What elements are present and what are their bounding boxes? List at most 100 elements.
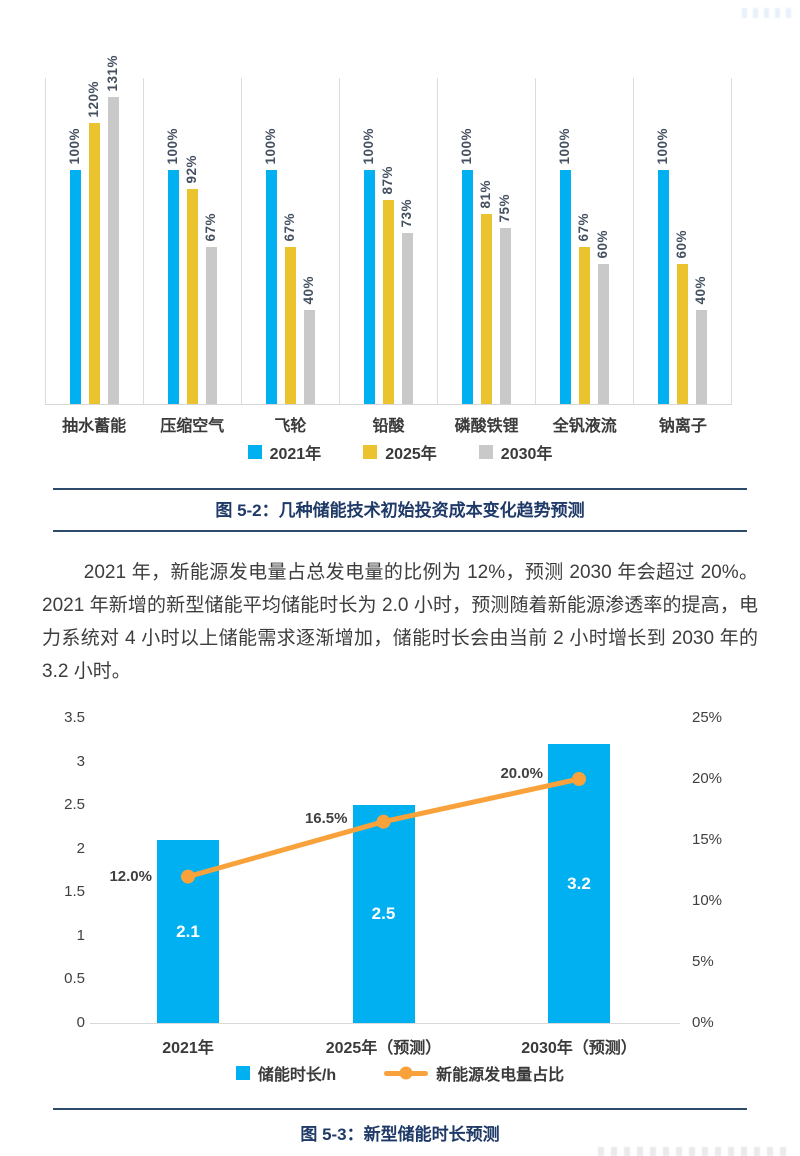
bar: 131% [105, 55, 120, 404]
bar: 75% [497, 194, 512, 404]
category-label: 压缩空气 [160, 418, 225, 435]
bar-value-label: 67% [281, 213, 297, 242]
bar-value-label: 100% [164, 128, 180, 165]
left-axis-tick: 1.5 [64, 883, 85, 901]
bar-value-label: 2.1 [176, 921, 200, 941]
body-paragraph: 2021 年，新能源发电量占总发电量的比例为 12%，预测 2030 年会超过 … [42, 562, 758, 682]
figure-5-2-legend: 2021年 2025年 2030年 [0, 440, 800, 464]
watermark-clipped-illegible [598, 1147, 788, 1156]
left-axis-tick: 2.5 [64, 796, 85, 814]
bar-value-label: 60% [673, 230, 689, 259]
figure-5-2-bar-chart: 100% 120% 131% 100% 92% 67% 100% 67% 40% 100% 87% 7… [45, 55, 732, 405]
legend-label: 2030年 [500, 446, 553, 463]
legend-item: 2025年 [363, 440, 437, 464]
bar: 60% [595, 230, 610, 404]
left-axis-tick: 3.5 [64, 709, 85, 726]
category-label: 钠离子 [658, 418, 707, 435]
line-series [181, 772, 586, 884]
bar: 100% [655, 128, 670, 404]
bar-value-label: 40% [692, 276, 708, 305]
legend-swatch-icon [363, 445, 378, 459]
bar: 73% [399, 199, 414, 404]
bar-value-label: 3.2 [567, 873, 591, 893]
legend-swatch-icon [247, 445, 262, 459]
right-axis-tick: 5% [692, 953, 714, 970]
category-label: 磷酸铁锂 [454, 418, 519, 435]
bar: 120% [86, 81, 101, 404]
legend-label: 储能时长/h [257, 1067, 337, 1084]
bar: 81% [478, 180, 493, 404]
category-group: 100% 60% 40% [633, 78, 732, 404]
bar: 60% [674, 230, 689, 404]
bar: 92% [184, 155, 199, 404]
data-point-marker [376, 814, 391, 829]
bar: 3.2 [548, 744, 610, 1023]
bar-value-label: 131% [104, 55, 120, 92]
legend-line-marker-icon [384, 1066, 429, 1080]
legend-swatch-icon [478, 445, 493, 459]
category-group: 100% 87% 73% [339, 78, 437, 404]
bar: 100% [459, 128, 474, 404]
faint-corner-artifact [742, 8, 794, 18]
bar: 67% [282, 213, 297, 404]
legend-swatch-icon [235, 1066, 250, 1080]
bar: 100% [557, 128, 572, 404]
category-label: 2025年（预测） [325, 1040, 442, 1057]
left-axis-tick: 1 [76, 926, 85, 944]
legend-item: 储能时长/h [235, 1061, 337, 1085]
category-label: 2030年（预测） [521, 1040, 637, 1057]
figure-5-3-legend: 储能时长/h 新能源发电量占比 [0, 1061, 800, 1085]
data-point-marker [572, 772, 586, 786]
figure-5-3-combo-chart: 0 0.5 1 1.5 2 2.5 3 3.5 0% 5% 10% 15% 20% 25% 2.1 2.5 3.… [0, 700, 800, 1100]
bar-value-label: 40% [300, 276, 316, 305]
category-group: 100% 92% 67% [143, 78, 241, 404]
legend-label: 2025年 [385, 446, 437, 463]
bar-value-label: 100% [66, 128, 82, 165]
bar: 67% [203, 213, 218, 404]
bar-value-label: 100% [654, 128, 670, 165]
category-label: 全钒液流 [552, 418, 617, 435]
bar-value-label: 75% [496, 194, 512, 223]
legend-dot-icon [399, 1066, 413, 1080]
bar-value-label: 92% [183, 155, 199, 184]
bar: 100% [263, 128, 278, 404]
category-group: 100% 120% 131% [45, 55, 143, 404]
bar-value-label: 67% [575, 213, 591, 242]
category-label: 飞轮 [274, 418, 307, 435]
figure-5-2-category-axis: 抽水蓄能 压缩空气 飞轮 铅酸 磷酸铁锂 全钒液流 钠离子 [45, 412, 732, 436]
data-point-marker [181, 869, 195, 884]
bar-value-label: 100% [262, 128, 278, 165]
bar-value-label: 60% [594, 230, 610, 259]
category-group: 100% 67% 60% [535, 78, 633, 404]
category-group: 100% 67% 40% [241, 78, 339, 404]
left-axis-tick: 2 [76, 839, 85, 857]
legend-label: 新能源发电量占比 [436, 1067, 565, 1084]
right-axis-tick: 15% [692, 831, 723, 848]
line-value-label: 12.0% [109, 867, 152, 885]
bar-value-label: 100% [458, 128, 474, 165]
right-axis-tick: 0% [692, 1014, 714, 1031]
legend-item: 2030年 [478, 440, 553, 464]
figure-5-3-caption-text: 图 5-3：新型储能时长预测 [300, 1125, 500, 1144]
bar-value-label: 81% [477, 180, 493, 209]
category-label: 铅酸 [372, 418, 405, 435]
bar: 40% [693, 276, 708, 404]
category-label: 2021年 [162, 1040, 214, 1057]
bar-value-label: 73% [398, 199, 414, 228]
bar-value-label: 87% [379, 166, 395, 195]
bar: 67% [576, 213, 591, 404]
x-axis-baseline [90, 1023, 680, 1024]
category-group: 100% 81% 75% [437, 78, 535, 404]
legend-item: 2021年 [247, 440, 321, 464]
category-label: 抽水蓄能 [62, 418, 127, 435]
bar-value-label: 100% [360, 128, 376, 165]
figure-5-2-caption-text: 图 5-2：几种储能技术初始投资成本变化趋势预测 [215, 501, 585, 520]
bar-value-label: 67% [202, 213, 218, 242]
right-axis-tick: 20% [692, 770, 723, 787]
bar: 87% [380, 166, 395, 404]
bar: 100% [165, 128, 180, 404]
bar-value-label: 100% [556, 128, 572, 165]
right-axis-tick: 10% [692, 892, 723, 909]
bar: 100% [67, 128, 82, 404]
